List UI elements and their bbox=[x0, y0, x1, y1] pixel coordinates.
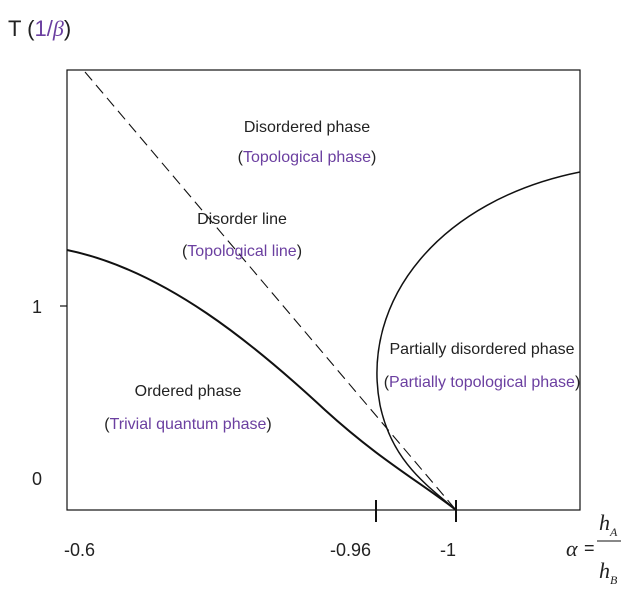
label-partially-disordered-phase: Partially disordered phase (Partially to… bbox=[384, 341, 581, 391]
label-ordered-phase: Ordered phase (Trivial quantum phase) bbox=[104, 383, 271, 433]
svg-text:hB: hB bbox=[599, 558, 618, 587]
svg-text:hA: hA bbox=[599, 510, 618, 539]
y-tick-label-0: 0 bbox=[32, 469, 42, 489]
svg-text:=: = bbox=[584, 538, 595, 558]
x-tick-label-1: -1 bbox=[440, 540, 456, 560]
svg-text:(Trivial quantum phase): (Trivial quantum phase) bbox=[104, 416, 271, 433]
svg-text:Ordered phase: Ordered phase bbox=[135, 383, 242, 400]
x-tick-label-06: -0.6 bbox=[64, 540, 95, 560]
transition-curve-ordered bbox=[66, 249, 457, 511]
svg-text:α: α bbox=[566, 536, 578, 561]
label-disordered-phase: Disordered phase (Topological phase) bbox=[238, 119, 377, 166]
svg-text:(Topological phase): (Topological phase) bbox=[238, 149, 377, 166]
x-tick-label-096: -0.96 bbox=[330, 540, 371, 560]
svg-text:(Partially topological phase): (Partially topological phase) bbox=[384, 374, 581, 391]
x-axis-title: α = hA hB bbox=[566, 510, 621, 587]
y-axis-title: T (1/β) bbox=[8, 16, 71, 41]
y-tick-label-1: 1 bbox=[32, 297, 42, 317]
svg-text:(Topological line): (Topological line) bbox=[182, 243, 302, 260]
transition-curve-partial bbox=[376, 171, 581, 511]
disorder-line-dashed bbox=[84, 71, 457, 511]
label-disorder-line: Disorder line (Topological line) bbox=[182, 211, 302, 260]
svg-text:Disorder line: Disorder line bbox=[197, 211, 287, 228]
svg-text:Partially disordered phase: Partially disordered phase bbox=[390, 341, 575, 358]
svg-text:Disordered phase: Disordered phase bbox=[244, 119, 370, 136]
plot-frame bbox=[66, 69, 581, 511]
